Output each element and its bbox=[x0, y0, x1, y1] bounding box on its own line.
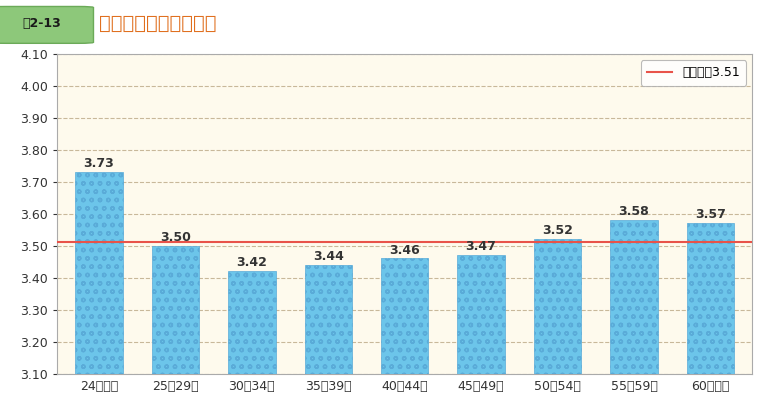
Text: 3.73: 3.73 bbox=[84, 157, 115, 170]
Bar bbox=[458, 255, 505, 374]
Text: 3.44: 3.44 bbox=[313, 250, 344, 263]
Text: 3.47: 3.47 bbox=[466, 240, 496, 253]
Text: 囲2-13: 囲2-13 bbox=[23, 17, 61, 30]
Bar bbox=[381, 259, 429, 374]
Text: 3.52: 3.52 bbox=[542, 225, 573, 237]
Bar bbox=[75, 172, 122, 374]
Bar bbox=[305, 265, 352, 374]
Bar bbox=[610, 220, 657, 374]
Bar bbox=[228, 271, 276, 374]
Text: 3.46: 3.46 bbox=[389, 244, 420, 256]
FancyBboxPatch shape bbox=[0, 7, 93, 43]
Text: 年齢別の回答の平均値: 年齢別の回答の平均値 bbox=[99, 15, 217, 33]
Text: 3.50: 3.50 bbox=[160, 231, 191, 244]
Text: 3.57: 3.57 bbox=[695, 208, 726, 221]
Text: 3.42: 3.42 bbox=[236, 256, 268, 269]
Bar bbox=[152, 246, 199, 374]
Text: 3.58: 3.58 bbox=[619, 205, 649, 218]
Bar bbox=[687, 223, 734, 374]
Bar bbox=[534, 239, 581, 374]
Legend: 総平均値3.51: 総平均値3.51 bbox=[641, 60, 746, 86]
